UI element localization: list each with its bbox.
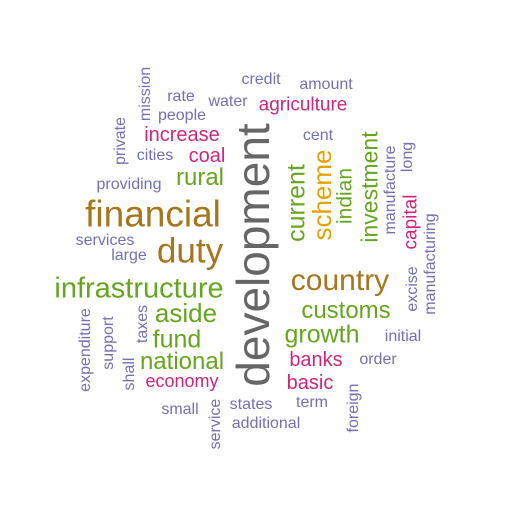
- word-basic: basic: [286, 372, 334, 394]
- word-initial: initial: [384, 328, 422, 345]
- word-order: order: [359, 351, 397, 368]
- word-current: current: [282, 164, 311, 242]
- word-agriculture: agriculture: [258, 94, 348, 116]
- word-coal: coal: [188, 145, 226, 167]
- word-investment: investment: [356, 131, 383, 243]
- word-water: water: [208, 93, 248, 110]
- word-increase: increase: [144, 124, 220, 146]
- word-cities: cities: [136, 147, 174, 164]
- word-indian: indian: [333, 167, 357, 225]
- word-credit: credit: [241, 71, 281, 88]
- word-manufacture: manufacture: [382, 145, 399, 235]
- word-expenditure: expenditure: [77, 308, 94, 392]
- word-shall: shall: [121, 357, 138, 391]
- word-aside: aside: [154, 298, 218, 328]
- word-small: small: [161, 401, 199, 418]
- word-cent: cent: [302, 127, 334, 144]
- word-national: national: [139, 348, 225, 375]
- word-excise: excise: [404, 266, 421, 312]
- word-development: development: [227, 123, 279, 387]
- word-manufacturing: manufacturing: [422, 213, 439, 315]
- word-service: service: [207, 398, 224, 450]
- word-term: term: [296, 394, 328, 411]
- word-economy: economy: [145, 371, 219, 391]
- word-large: large: [111, 247, 147, 264]
- word-infrastructure: infrastructure: [54, 272, 224, 305]
- word-fund: fund: [152, 325, 202, 354]
- word-duty: duty: [156, 231, 224, 271]
- word-scheme: scheme: [307, 149, 337, 241]
- word-capital: capital: [400, 194, 422, 250]
- word-taxes: taxes: [134, 304, 151, 344]
- word-providing: providing: [96, 176, 162, 193]
- word-support: support: [100, 316, 117, 370]
- word-rural: rural: [175, 164, 225, 191]
- word-private: private: [112, 116, 129, 166]
- word-growth: growth: [284, 320, 360, 349]
- word-states: states: [229, 396, 273, 413]
- word-mission: mission: [137, 66, 154, 122]
- word-long: long: [399, 141, 416, 173]
- word-rate: rate: [167, 88, 195, 105]
- word-services: services: [75, 232, 135, 249]
- word-banks: banks: [289, 349, 343, 371]
- word-people: people: [157, 107, 207, 124]
- word-customs: customs: [301, 297, 391, 324]
- word-foreign: foreign: [345, 383, 362, 433]
- word-country: country: [290, 264, 390, 297]
- word-additional: additional: [231, 415, 301, 432]
- word-financial: financial: [85, 193, 221, 235]
- word-amount: amount: [299, 76, 353, 93]
